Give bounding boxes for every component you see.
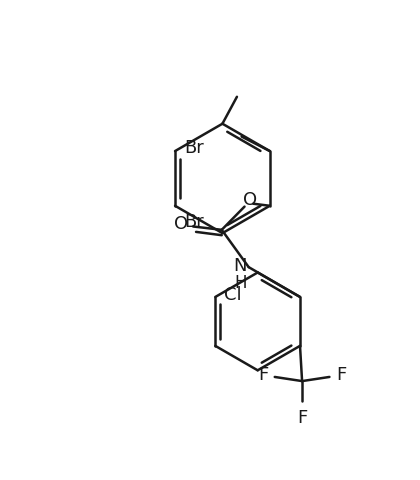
Text: H: H — [234, 274, 247, 292]
Text: N: N — [233, 257, 247, 276]
Text: Br: Br — [184, 213, 204, 231]
Text: O: O — [173, 216, 188, 233]
Text: Br: Br — [184, 139, 204, 157]
Text: O: O — [243, 191, 257, 209]
Text: F: F — [297, 409, 307, 427]
Text: F: F — [258, 366, 268, 384]
Text: F: F — [336, 366, 346, 384]
Text: Cl: Cl — [224, 286, 242, 304]
